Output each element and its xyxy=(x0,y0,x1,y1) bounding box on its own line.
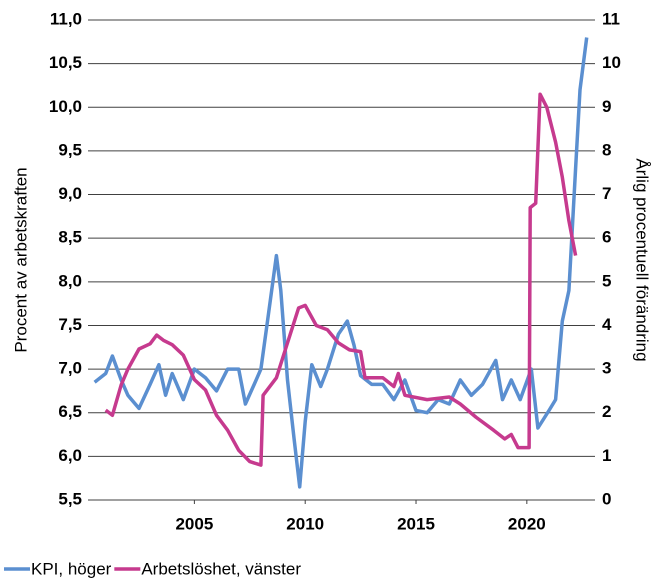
y-tick-label: 8,0 xyxy=(58,271,82,290)
series-line xyxy=(93,37,589,489)
series-line xyxy=(104,92,578,467)
legend-label: Arbetslöshet, vänster xyxy=(141,559,301,578)
x-tick-label: 2020 xyxy=(508,514,546,533)
y-tick-label: 10,0 xyxy=(49,97,82,116)
y2-tick-label: 11 xyxy=(602,9,620,28)
y2-axis-label: Årlig procentuell förändring xyxy=(633,158,652,361)
y2-tick-label: 8 xyxy=(602,140,611,159)
y2-tick-label: 2 xyxy=(602,402,611,421)
y2-tick-label: 10 xyxy=(602,53,621,72)
y2-tick-label: 3 xyxy=(602,359,611,378)
y-tick-label: 10,5 xyxy=(49,53,82,72)
y-tick-label: 9,0 xyxy=(58,184,82,203)
y2-tick-label: 5 xyxy=(602,271,611,290)
x-tick-label: 2005 xyxy=(175,514,213,533)
y-tick-label: 8,5 xyxy=(58,228,82,247)
y2-tick-label: 0 xyxy=(602,489,611,508)
legend-label: KPI, höger xyxy=(31,559,112,578)
y2-tick-label: 6 xyxy=(602,228,611,247)
y-tick-label: 6,0 xyxy=(58,446,82,465)
y2-tick-label: 4 xyxy=(602,315,612,334)
y2-tick-label: 9 xyxy=(602,97,611,116)
y2-tick-label: 7 xyxy=(602,184,611,203)
x-tick-label: 2010 xyxy=(286,514,324,533)
y-tick-label: 7,5 xyxy=(58,315,82,334)
y-tick-label: 9,5 xyxy=(58,140,82,159)
y-tick-label: 5,5 xyxy=(58,489,82,508)
y-tick-label: 6,5 xyxy=(58,402,82,421)
y-tick-label: 11,0 xyxy=(50,9,82,28)
y-axis-label: Procent av arbetskraften xyxy=(11,167,30,352)
y2-tick-label: 1 xyxy=(602,446,611,465)
x-tick-label: 2015 xyxy=(397,514,435,533)
y-tick-label: 7,0 xyxy=(58,359,82,378)
